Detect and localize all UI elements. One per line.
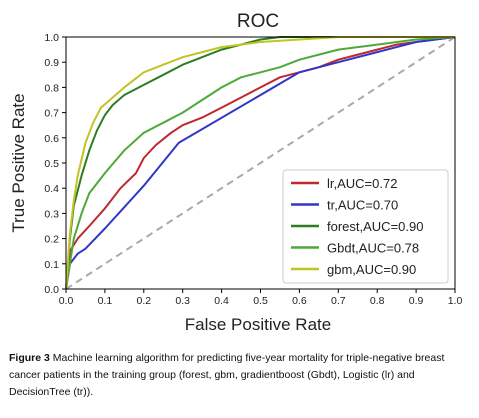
roc-chart: ROC 0.0 0.1 0.2 0.3 0.4 0.5 0.6 0.7 0.8 0.9 1.0 0.0… xyxy=(9,11,463,334)
x-tick-label: 0.1 xyxy=(98,295,113,307)
y-tick-label: 0.0 xyxy=(44,284,59,296)
chart-title: ROC xyxy=(237,11,279,32)
y-tick-label: 0.2 xyxy=(44,234,59,246)
legend-label: gbm,AUC=0.90 xyxy=(327,262,416,277)
y-tick-label: 0.4 xyxy=(44,183,59,195)
y-tick-label: 0.3 xyxy=(44,208,59,220)
series-line-0 xyxy=(65,36,456,290)
legend-label: Gbdt,AUC=0.78 xyxy=(327,241,419,256)
figure-label: Figure 3 xyxy=(9,352,50,364)
legend-label: tr,AUC=0.70 xyxy=(327,198,398,213)
legend-label: lr,AUC=0.72 xyxy=(327,176,397,191)
series-line-1 xyxy=(65,36,456,290)
figure-caption: Figure 3 Machine learning algorithm for … xyxy=(9,350,469,401)
x-tick-label: 1.0 xyxy=(448,295,463,307)
legend-box xyxy=(282,169,449,284)
x-tick-label: 0.5 xyxy=(253,295,268,307)
x-tick-label: 0.7 xyxy=(331,295,346,307)
y-tick-label: 0.8 xyxy=(44,82,59,94)
series-line-4 xyxy=(65,36,455,290)
series-line-3 xyxy=(65,36,456,290)
y-tick-label: 0.9 xyxy=(44,57,59,69)
legend-label: forest,AUC=0.90 xyxy=(327,219,423,234)
x-tick-label: 0.8 xyxy=(370,295,385,307)
x-tick-label: 0.0 xyxy=(59,295,74,307)
x-tick-label: 0.6 xyxy=(292,295,307,307)
y-tick-label: 1.0 xyxy=(44,32,59,44)
x-axis-label: False Positive Rate xyxy=(185,315,331,334)
x-tick-label: 0.2 xyxy=(136,295,151,307)
figure-caption-text: Machine learning algorithm for predictin… xyxy=(9,352,445,398)
x-tick-label: 0.3 xyxy=(175,295,190,307)
y-tick-label: 0.1 xyxy=(44,259,59,271)
y-tick-label: 0.5 xyxy=(44,158,59,170)
y-tick-label: 0.7 xyxy=(44,108,59,120)
x-tick-label: 0.9 xyxy=(409,295,424,307)
y-tick-label: 0.6 xyxy=(44,133,59,145)
reference-diagonal-line xyxy=(65,36,456,290)
y-axis-label: True Positive Rate xyxy=(9,93,28,232)
x-tick-label: 0.4 xyxy=(214,295,229,307)
